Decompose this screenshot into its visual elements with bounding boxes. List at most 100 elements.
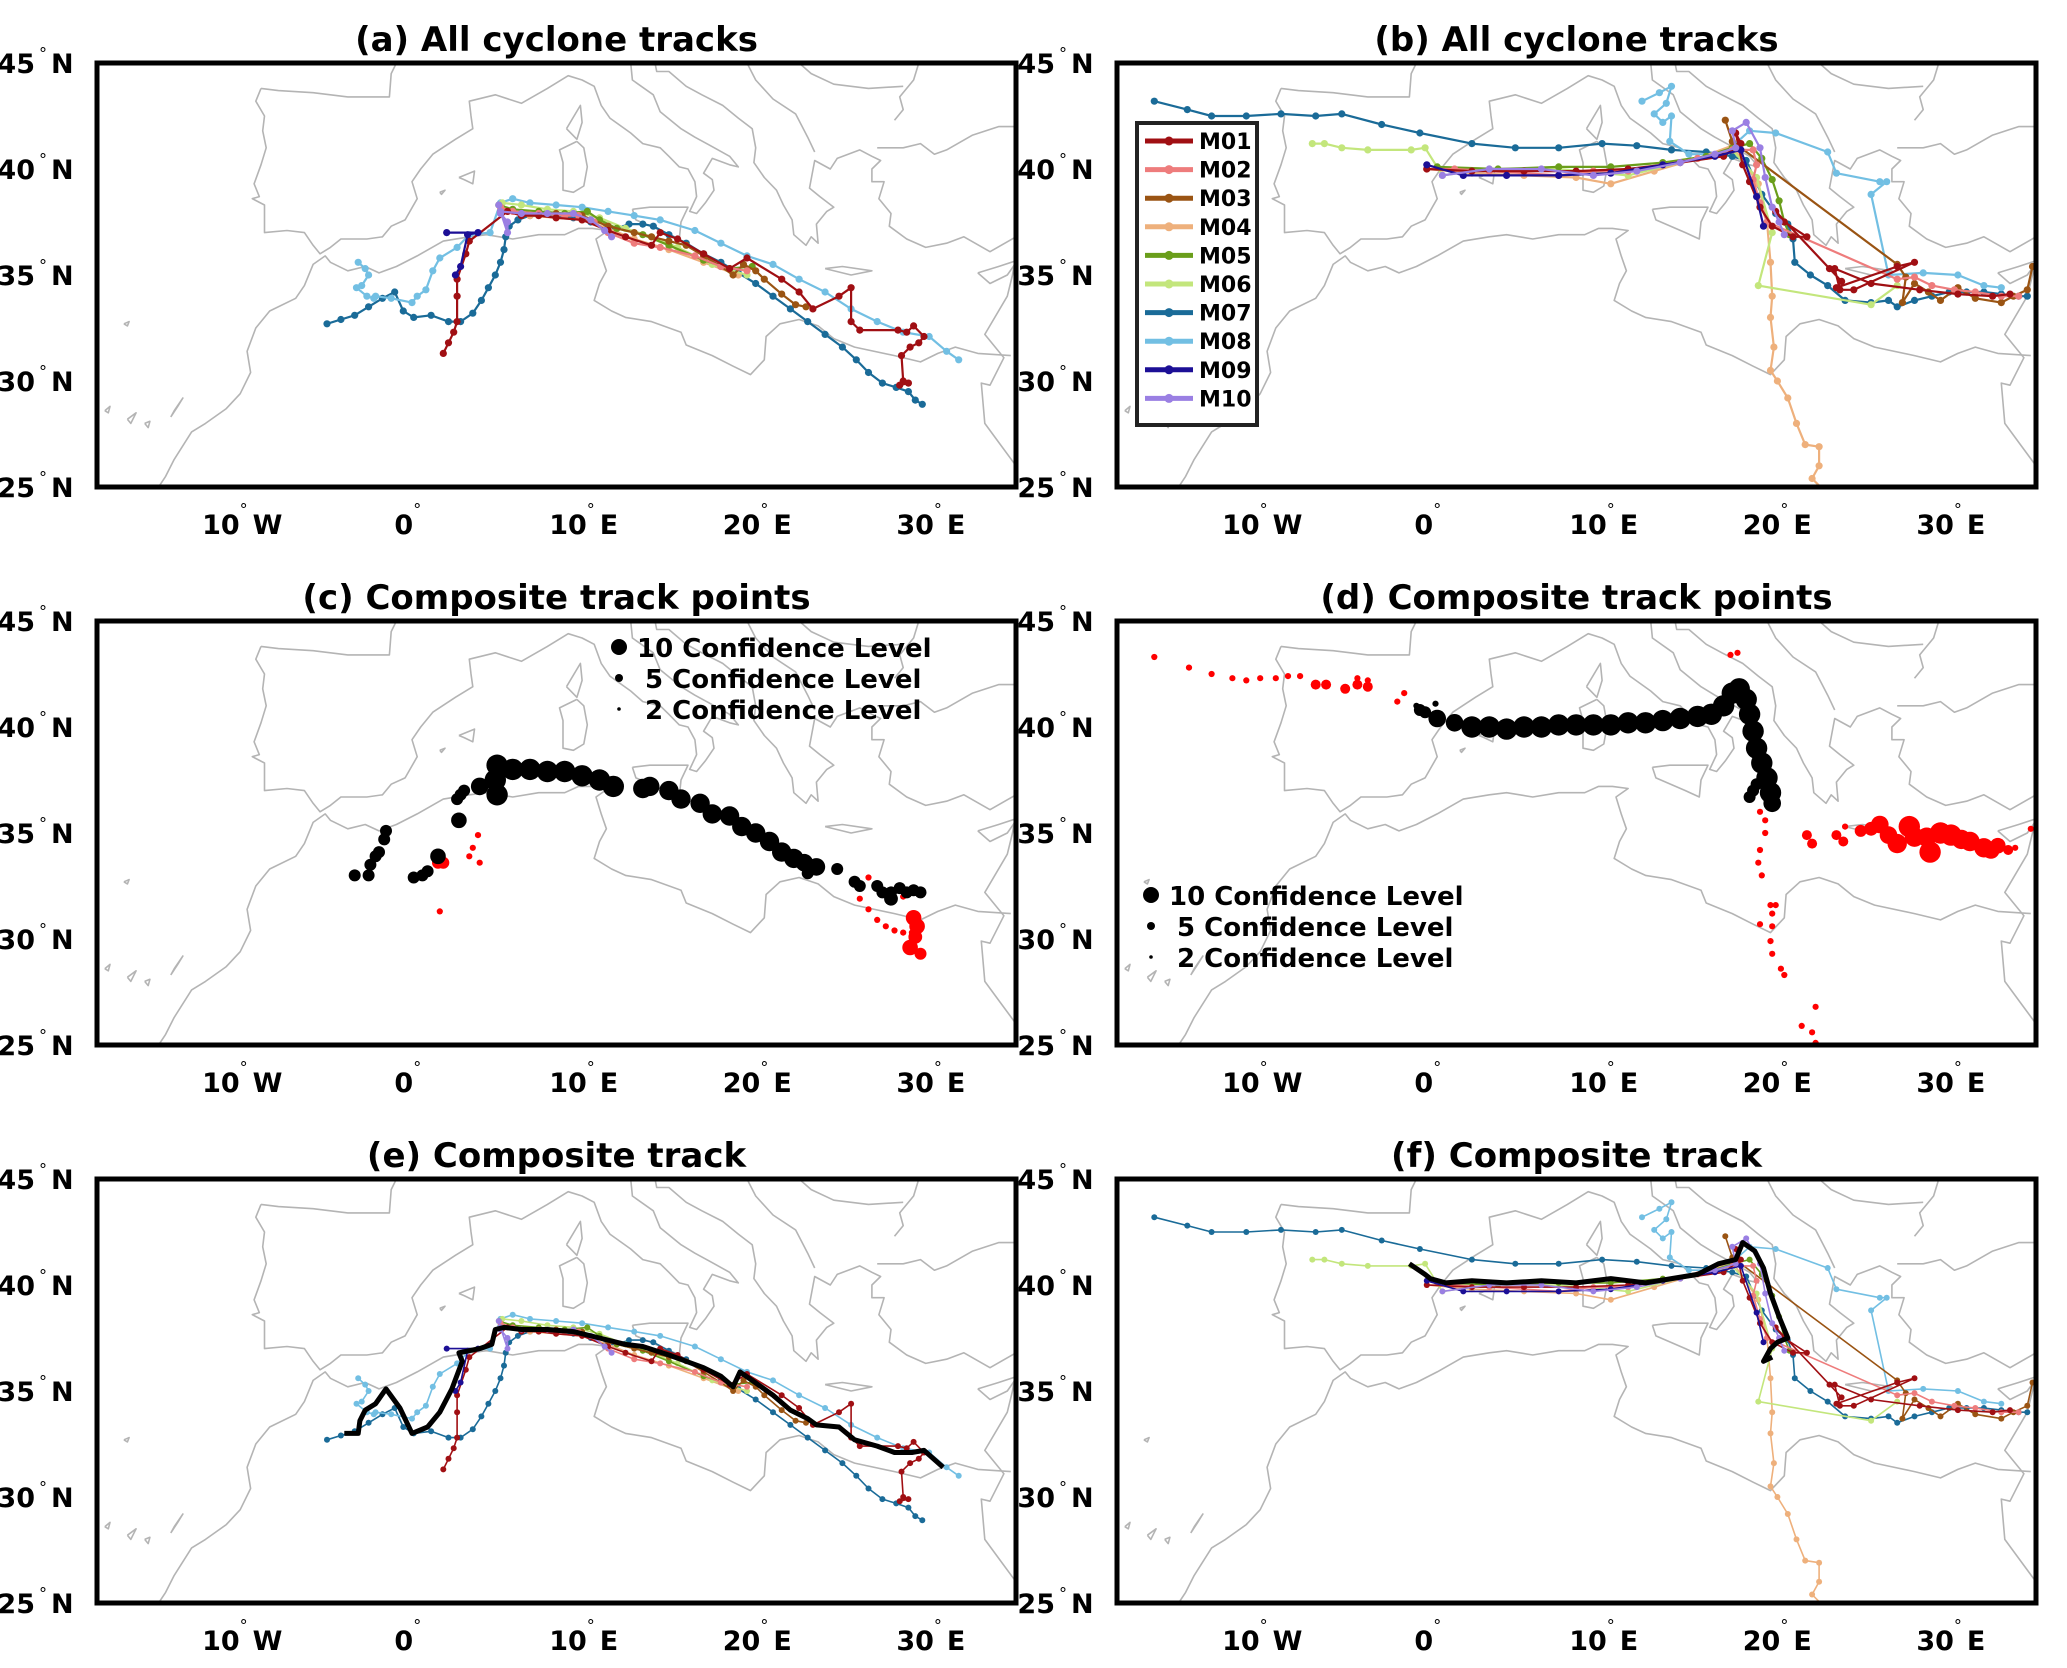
track-point: [770, 1377, 776, 1384]
y-tick-label: 45 ° N: [1017, 1160, 1093, 1196]
x-tick-value: 20: [723, 510, 761, 541]
kept-point: [536, 760, 559, 783]
degree-symbol: °: [240, 1616, 248, 1635]
y-tick-value: 40: [0, 155, 35, 186]
track-point: [648, 1358, 655, 1365]
track-point: [1774, 1494, 1781, 1500]
track-point: [821, 330, 829, 338]
track-point: [353, 1400, 360, 1407]
track-point: [1883, 1294, 1890, 1301]
kept-point: [1432, 700, 1439, 707]
coastline: [123, 1436, 130, 1443]
track-point: [1277, 110, 1285, 118]
track-point: [1768, 176, 1776, 184]
track-point: [583, 207, 591, 215]
track-point: [1911, 1413, 1918, 1420]
legend-label: M10: [1199, 387, 1252, 412]
track-point: [796, 1392, 803, 1399]
track-point: [804, 1434, 811, 1441]
coastline: [1897, 1241, 2036, 1271]
track-point: [1729, 1269, 1736, 1276]
track-point: [1793, 1536, 1800, 1543]
track-point: [918, 400, 926, 408]
coastline: [1997, 817, 2036, 843]
x-tick-hemisphere: E: [1793, 510, 1811, 541]
x-tick-hemisphere: E: [947, 510, 965, 541]
track-point: [647, 233, 656, 241]
coastline: [565, 1220, 583, 1257]
rejected-point: [1352, 679, 1363, 690]
track-point: [1769, 1409, 1776, 1416]
x-tick-hemisphere: E: [1620, 1626, 1638, 1657]
y-tick-value: 35: [1017, 1377, 1055, 1408]
rejected-point: [1767, 938, 1774, 945]
rejected-point: [1272, 675, 1279, 682]
coastline: [1897, 125, 2036, 155]
rejected-point: [1809, 1029, 1816, 1036]
degree-symbol: °: [1607, 1616, 1615, 1635]
track-point: [631, 1328, 638, 1335]
track-point: [665, 1358, 672, 1365]
coastline: [824, 1381, 873, 1392]
track-point: [1667, 82, 1676, 90]
x-tick-value: 20: [1743, 510, 1781, 541]
rejected-point: [1854, 824, 1867, 837]
x-tick-label: 10° W: [1222, 1058, 1302, 1099]
degree-symbol: °: [1059, 920, 1067, 939]
track-point: [650, 1339, 657, 1346]
track-m04: [1423, 1258, 1825, 1603]
y-tick-label: 30 ° N: [1017, 920, 1093, 956]
track-point: [1743, 1235, 1750, 1242]
track-point: [691, 226, 699, 235]
coastline: [1818, 621, 1924, 648]
confidence-label: 10 Confidence Level: [1169, 882, 1464, 912]
track-point: [1980, 1398, 1987, 1405]
track-point: [1485, 165, 1493, 173]
legend-label: M08: [1199, 330, 1252, 355]
track-point: [1759, 222, 1768, 230]
legend-label: M05: [1199, 244, 1252, 269]
x-tick-label: 10° W: [1222, 1616, 1302, 1657]
y-tick-value: 25: [0, 1031, 35, 1062]
track-point: [656, 216, 664, 224]
track-point: [1598, 140, 1606, 148]
track-point: [355, 1375, 362, 1382]
track-point: [1894, 1419, 1901, 1426]
x-tick-value: 10: [1222, 1068, 1260, 1099]
coastline: [1913, 1179, 1940, 1237]
confidence-points: [1151, 649, 2034, 1045]
track-point: [1824, 148, 1832, 156]
x-tick-hemisphere: E: [1793, 1068, 1811, 1099]
rejected-point: [1364, 677, 1371, 684]
degree-symbol: °: [760, 500, 768, 519]
x-tick-label: 20° E: [723, 1616, 792, 1657]
track-point: [579, 1320, 586, 1327]
coastline: [565, 104, 583, 141]
degree-symbol: °: [39, 1372, 47, 1391]
legend-marker: [1164, 393, 1174, 403]
kept-point: [1478, 716, 1500, 738]
map-background: [1117, 621, 2036, 1045]
rejected-point: [466, 853, 473, 860]
track-point: [778, 1392, 785, 1399]
track-point: [1910, 279, 1919, 288]
track-point: [1422, 1260, 1429, 1267]
track-point: [795, 275, 803, 283]
x-tick-value: 10: [549, 1068, 587, 1099]
degree-symbol: °: [1059, 1160, 1067, 1179]
track-point: [365, 1388, 372, 1394]
rejected-point: [882, 923, 889, 930]
y-tick-value: 35: [1017, 819, 1055, 850]
track-point: [1468, 1256, 1475, 1263]
track-point: [1803, 233, 1811, 241]
track-point: [1737, 140, 1745, 148]
track-point: [900, 1494, 907, 1500]
coastline: [260, 63, 398, 98]
track-point: [925, 332, 933, 341]
x-tick-hemisphere: E: [773, 1068, 791, 1099]
track-m09: [443, 229, 482, 279]
y-tick-hemisphere: N: [1071, 1031, 1094, 1062]
track-point: [657, 1360, 664, 1367]
y-tick-value: 45: [1017, 1165, 1055, 1196]
map-background: [1117, 1179, 2036, 1603]
